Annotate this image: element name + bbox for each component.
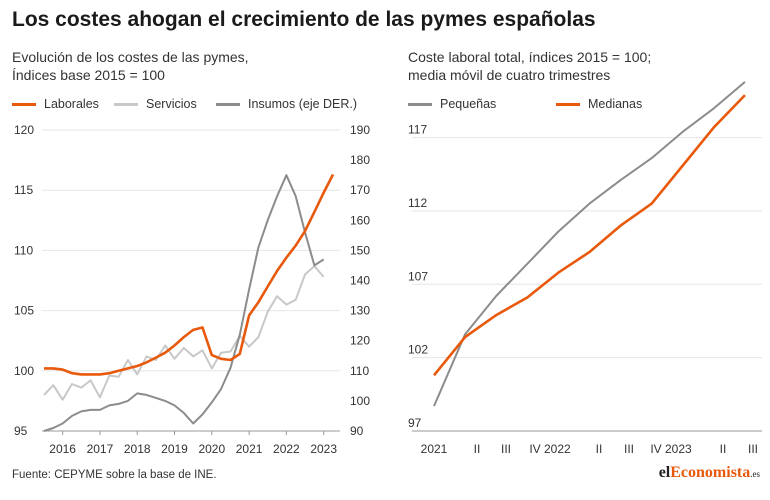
legend-medianas: Medianas bbox=[556, 97, 642, 111]
legend-swatch-insumos bbox=[216, 102, 240, 106]
chart1-series-laborales bbox=[44, 173, 335, 376]
chart1-ytick-right: 110 bbox=[350, 364, 369, 378]
chart1-ytick-left: 115 bbox=[14, 183, 33, 197]
chart2-xtick: IV 2023 bbox=[650, 442, 692, 456]
chart1-xtick: 2020 bbox=[198, 442, 225, 456]
legend-pequenas: Pequeñas bbox=[408, 97, 496, 111]
chart1-xtick: 2017 bbox=[87, 442, 114, 456]
chart2-title: Coste laboral total, índices 2015 = 100; bbox=[408, 49, 652, 65]
chart2-xtick: II bbox=[596, 442, 603, 456]
chart1-ytick-left: 105 bbox=[14, 304, 34, 318]
legend-insumos: Insumos (eje DER.) bbox=[216, 97, 357, 111]
chart1-xtick: 2023 bbox=[310, 442, 337, 456]
chart2-xtick: 2021 bbox=[421, 442, 448, 456]
chart1-ytick-right: 190 bbox=[350, 123, 370, 137]
chart1-ytick-left: 95 bbox=[14, 424, 28, 438]
chart2-xtick: III bbox=[624, 442, 634, 456]
chart2-xtick: IV 2022 bbox=[529, 442, 571, 456]
chart1-ytick-right: 150 bbox=[350, 243, 370, 257]
legend-swatch-pequenas bbox=[408, 102, 432, 106]
chart1-xtick: 2018 bbox=[124, 442, 151, 456]
chart1-title: Evolución de los costes de las pymes, bbox=[12, 49, 249, 65]
chart2-xtick: II bbox=[720, 442, 727, 456]
chart1-costes-pymes: 95 100 105 110 115 120 90 100 110 120 130 140 150 160… bbox=[14, 123, 370, 456]
chart1-ytick-right: 120 bbox=[350, 334, 370, 348]
legend-label-servicios: Servicios bbox=[146, 97, 197, 111]
chart2-xtick: III bbox=[501, 442, 511, 456]
chart2-ytick: 107 bbox=[408, 269, 428, 283]
chart1-ytick-right: 160 bbox=[350, 213, 370, 227]
chart2-ytick: 102 bbox=[408, 343, 428, 357]
chart2-series-medianas bbox=[432, 94, 746, 377]
chart1-ytick-right: 130 bbox=[350, 304, 370, 318]
chart1-series-insumos bbox=[43, 174, 325, 432]
chart2-ytick: 97 bbox=[408, 416, 422, 430]
chart2-xtick: III bbox=[748, 442, 758, 456]
page-title: Los costes ahogan el crecimiento de las … bbox=[12, 8, 596, 31]
chart1-ytick-right: 100 bbox=[350, 394, 370, 408]
chart1-ytick-left: 120 bbox=[14, 123, 34, 137]
source-note: Fuente: CEPYME sobre la base de INE. bbox=[12, 469, 217, 481]
chart1-series-servicios bbox=[43, 265, 325, 401]
chart2-subtitle: media móvil de cuatro trimestres bbox=[408, 67, 611, 83]
chart1-ytick-right: 180 bbox=[350, 153, 370, 167]
brand-logo: elEconomista.es bbox=[658, 464, 760, 481]
chart1-xtick: 2022 bbox=[273, 442, 300, 456]
chart1-xtick: 2019 bbox=[161, 442, 188, 456]
legend-servicios: Servicios bbox=[114, 97, 197, 111]
legend-swatch-laborales bbox=[12, 102, 36, 106]
chart1-ytick-right: 170 bbox=[350, 183, 370, 197]
legend-label-laborales: Laborales bbox=[44, 97, 99, 111]
legend-label-insumos: Insumos (eje DER.) bbox=[248, 97, 358, 111]
legend-swatch-servicios bbox=[114, 102, 138, 106]
chart2-series-pequenas bbox=[433, 81, 746, 407]
legend-label-medianas: Medianas bbox=[588, 97, 643, 111]
chart1-subtitle: Índices base 2015 = 100 bbox=[12, 67, 165, 83]
chart2-ytick: 117 bbox=[408, 123, 427, 137]
chart1-ytick-right: 90 bbox=[350, 424, 364, 438]
chart1-ytick-left: 100 bbox=[14, 364, 34, 378]
legend-swatch-medianas bbox=[556, 102, 580, 106]
chart1-ytick-right: 140 bbox=[350, 274, 370, 288]
chart2-ytick: 112 bbox=[408, 196, 427, 210]
chart2-xtick: II bbox=[474, 442, 481, 456]
chart1-xtick: 2021 bbox=[236, 442, 263, 456]
chart1-ytick-left: 110 bbox=[14, 243, 33, 257]
chart1-xtick: 2016 bbox=[49, 442, 76, 456]
legend-laborales: Laborales bbox=[12, 97, 99, 111]
legend-label-pequenas: Pequeñas bbox=[440, 97, 497, 111]
